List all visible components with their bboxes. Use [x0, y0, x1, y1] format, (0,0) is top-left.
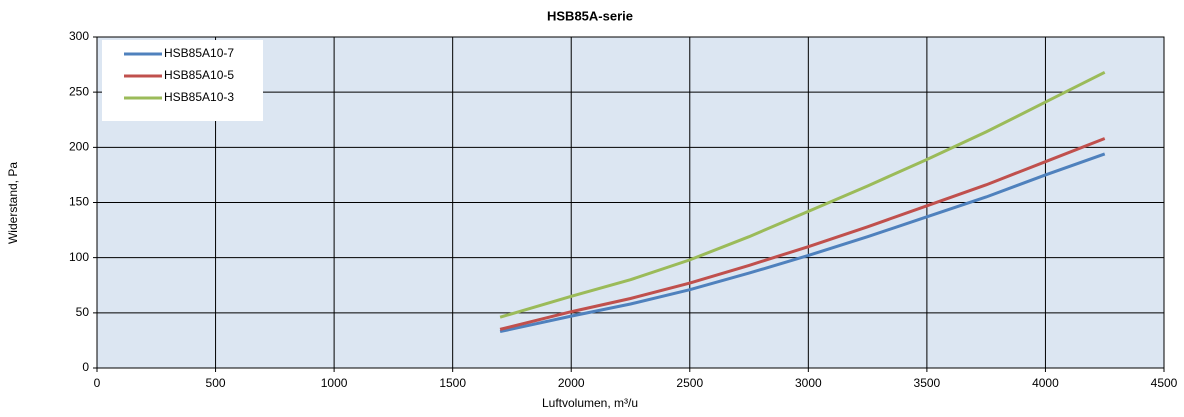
y-tick-label: 150 [69, 195, 89, 209]
plot-border [96, 36, 1165, 369]
x-axis-label: Luftvolumen, m³/u [542, 396, 638, 410]
chart-title: HSB85A-serie [547, 8, 633, 23]
x-tick-label: 3500 [914, 376, 941, 390]
x-tick-label: 1000 [321, 376, 348, 390]
line-series [499, 152, 1106, 334]
x-tick-label: 4000 [1032, 376, 1059, 390]
line-series [499, 137, 1106, 331]
y-tick-label: 100 [69, 250, 89, 264]
legend-label: HSB85A10-7 [164, 46, 234, 60]
line-series [499, 70, 1106, 319]
x-tick-label: 3000 [795, 376, 822, 390]
x-tick-label: 1500 [439, 376, 466, 390]
x-tick-label: 500 [206, 376, 226, 390]
x-tick-label: 4500 [1151, 376, 1178, 390]
y-tick-label: 300 [69, 29, 89, 43]
x-tick-label: 2500 [676, 376, 703, 390]
legend-label: HSB85A10-3 [164, 90, 234, 104]
y-tick-label: 50 [76, 305, 90, 319]
y-axis-label: Widerstand, Pa [6, 162, 20, 244]
x-tick-label: 0 [94, 376, 101, 390]
y-tick-label: 250 [69, 84, 89, 98]
x-tick-label: 2000 [558, 376, 585, 390]
y-tick-label: 0 [82, 360, 89, 374]
legend-label: HSB85A10-5 [164, 68, 234, 82]
y-tick-label: 200 [69, 140, 89, 154]
